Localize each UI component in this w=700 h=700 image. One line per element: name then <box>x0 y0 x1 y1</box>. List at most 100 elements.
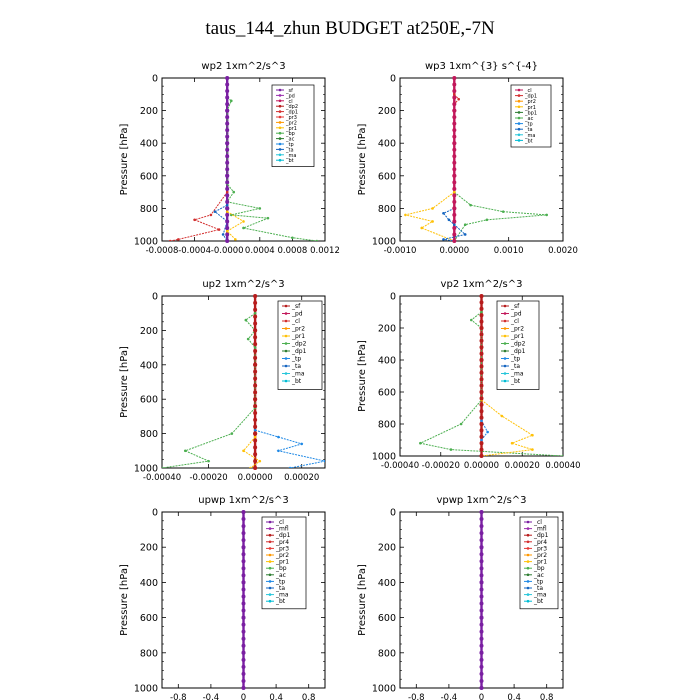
legend-marker <box>268 533 272 537</box>
legend-marker <box>278 110 282 113</box>
x-tick-label: 0.4 <box>269 693 283 700</box>
data-point <box>225 193 230 198</box>
data-point <box>452 219 457 224</box>
data-point <box>209 213 213 217</box>
data-point <box>452 82 457 87</box>
panel-title: upwp 1xm^2/s^3 <box>198 495 288 506</box>
legend-marker <box>503 327 507 330</box>
data-point <box>480 438 483 442</box>
data-point <box>221 233 225 236</box>
data-point <box>241 671 246 676</box>
x-tick-label: 0.0004 <box>245 246 275 256</box>
legend-label: _dp2 <box>510 341 526 348</box>
data-point <box>545 213 548 217</box>
x-tick-label: 0 <box>479 693 484 700</box>
y-tick-label: 0 <box>390 508 396 519</box>
data-point <box>168 239 172 241</box>
data-point <box>452 225 457 230</box>
legend-marker <box>268 586 272 590</box>
series-line <box>170 191 228 241</box>
data-point <box>241 601 246 606</box>
legend-label: _pr1 <box>275 559 289 566</box>
legend-marker <box>278 153 282 157</box>
legend-label: _sf <box>510 303 520 310</box>
legend-marker <box>278 94 282 97</box>
data-point <box>225 229 229 233</box>
x-tick-label: -0.00040 <box>381 461 419 471</box>
legend-label: _ac <box>533 572 544 579</box>
legend-label: _ac <box>275 572 286 579</box>
legend-label: _pr2 <box>275 552 289 559</box>
legend-marker <box>278 104 282 108</box>
y-tick-label: 200 <box>140 106 158 117</box>
data-point <box>501 210 505 213</box>
data-point <box>479 671 484 676</box>
panel-2: wp3 1xm^{3} s^{-4} Pressure [hPa] 0 200 400 6… <box>357 61 578 256</box>
data-point <box>241 629 246 634</box>
data-point <box>241 573 246 578</box>
data-point <box>291 236 294 240</box>
data-point <box>452 95 457 100</box>
panel-title: vp2 1xm^2/s^3 <box>441 279 523 290</box>
data-point <box>452 160 457 165</box>
data-point <box>241 594 246 599</box>
legend-marker <box>278 121 282 124</box>
data-point <box>479 454 484 458</box>
y-tick-label: 600 <box>378 171 396 182</box>
data-point <box>225 102 230 107</box>
data-point <box>277 435 280 439</box>
data-point <box>479 402 484 407</box>
data-point <box>232 190 236 194</box>
data-point <box>183 449 187 453</box>
y-tick-label: 400 <box>378 139 396 150</box>
data-point <box>225 141 230 146</box>
legend-marker <box>503 312 507 315</box>
legend-label: _bt <box>275 598 286 605</box>
data-point <box>479 415 484 420</box>
legend-label: _pr2 <box>291 326 305 333</box>
legend-label: _mfl <box>533 526 547 533</box>
data-point <box>253 390 258 395</box>
data-point <box>479 428 484 433</box>
legend-label: _ta <box>533 585 543 592</box>
y-tick-label: 1000 <box>372 237 396 248</box>
legend-marker <box>278 88 282 92</box>
data-point <box>479 377 484 382</box>
legend-marker <box>278 137 282 140</box>
data-point <box>459 422 463 426</box>
data-point <box>479 524 484 529</box>
legend-marker <box>268 580 272 583</box>
data-point <box>453 93 456 96</box>
data-point <box>479 559 484 564</box>
legend-marker <box>268 527 272 530</box>
data-point <box>225 190 229 194</box>
legend-marker <box>503 364 507 368</box>
x-tick-label: -0.00020 <box>422 461 460 471</box>
legend-label: _dp1 <box>285 110 298 116</box>
legend-label: _cl <box>510 318 519 325</box>
data-point <box>241 657 246 662</box>
legend-label: _pr3 <box>533 545 547 552</box>
legend-label: _bp1 <box>524 110 537 116</box>
data-point <box>479 441 484 446</box>
legend-label: _tp <box>275 578 285 585</box>
data-point <box>241 622 246 627</box>
x-tick-label: 0.4 <box>507 693 521 700</box>
data-point <box>241 580 246 585</box>
legend-label: _pr1 <box>291 333 305 340</box>
legend-label: _pr1 <box>285 126 297 132</box>
data-point <box>452 180 457 185</box>
data-point <box>463 233 467 236</box>
x-tick-label: -0.0004 <box>178 246 211 256</box>
data-point <box>253 376 258 381</box>
data-point <box>452 134 457 139</box>
legend-label: _ma <box>285 153 296 159</box>
data-point <box>253 300 258 305</box>
x-tick-label: -0.0008 <box>146 246 179 256</box>
data-point <box>288 466 292 468</box>
data-point <box>479 552 484 557</box>
data-point <box>241 615 246 620</box>
x-tick-label: -0.00020 <box>189 473 227 483</box>
legend-label: _pd <box>291 311 303 318</box>
legend-marker <box>503 349 507 353</box>
